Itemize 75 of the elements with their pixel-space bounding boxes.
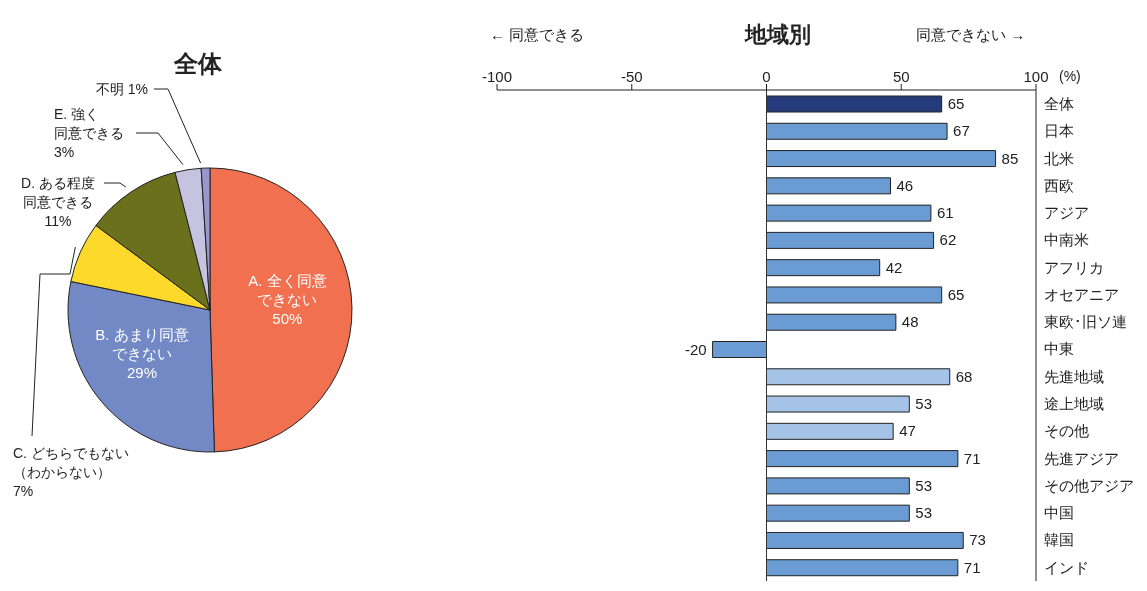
y-tick-label: 韓国 xyxy=(1044,531,1074,549)
y-tick-label: オセアニア xyxy=(1044,285,1119,303)
slice-label: 不明 1% xyxy=(95,81,148,97)
bar xyxy=(766,313,897,331)
y-tick-label: 北米 xyxy=(1044,149,1074,167)
data-label: 53 xyxy=(915,476,933,494)
data-label: 11% xyxy=(44,213,72,229)
y-tick-label: 日本 xyxy=(1044,122,1074,140)
bar xyxy=(766,477,910,495)
y-tick-label: 先進アジア xyxy=(1044,449,1119,467)
bar xyxy=(766,559,959,577)
y-tick-label: インド xyxy=(1044,558,1089,576)
bar xyxy=(766,395,910,413)
text: 同意できない → xyxy=(916,26,1026,45)
y-tick-label: 途上地域 xyxy=(1044,395,1104,413)
slice-label: C. どちらでもない（わからない） xyxy=(13,445,129,480)
bar xyxy=(766,150,997,168)
data-label: 71 xyxy=(963,558,981,576)
bar xyxy=(766,531,964,549)
slice-label: B. あまり同意できない xyxy=(95,326,189,363)
data-label: 65 xyxy=(947,95,965,112)
data-label: 48 xyxy=(901,313,919,331)
data-label: 29% xyxy=(126,364,158,382)
data-label: 53 xyxy=(915,395,933,413)
bar xyxy=(766,368,951,386)
y-tick-label: 全体 xyxy=(1044,94,1074,112)
bar xyxy=(766,259,881,277)
y-tick-label: アフリカ xyxy=(1044,258,1104,276)
bar xyxy=(766,422,894,440)
x-axis-title: (%) xyxy=(1059,68,1081,84)
y-tick-label: 中国 xyxy=(1044,504,1074,522)
data-label: 65 xyxy=(947,285,965,303)
data-label: 7% xyxy=(13,483,34,499)
bar xyxy=(766,504,910,522)
slice-label: D. ある程度同意できる xyxy=(21,175,95,210)
data-label: 50% xyxy=(272,309,303,327)
data-label: 67 xyxy=(953,122,970,140)
bar xyxy=(766,122,948,140)
data-label: 71 xyxy=(963,449,981,467)
y-tick-label: その他 xyxy=(1044,422,1089,440)
data-label: 85 xyxy=(1001,149,1019,167)
text: ← 同意できる xyxy=(490,26,585,45)
data-label: 3% xyxy=(54,144,75,160)
data-label: 46 xyxy=(896,176,914,194)
bar xyxy=(766,231,935,249)
bar xyxy=(766,286,943,304)
bar xyxy=(766,450,959,468)
data-label: 73 xyxy=(969,531,986,549)
data-label: 53 xyxy=(915,504,933,522)
data-label: 47 xyxy=(899,422,916,440)
bar xyxy=(712,341,767,358)
slice-label: E. 強く同意できる xyxy=(54,106,124,141)
x-tick-label: 0 xyxy=(762,68,771,85)
y-tick-label: その他アジア xyxy=(1044,476,1134,494)
y-tick-label: 先進地域 xyxy=(1044,367,1104,385)
y-tick-label: 東欧･旧ソ連 xyxy=(1044,313,1127,331)
y-tick-label: 西欧 xyxy=(1044,176,1074,194)
x-tick-label: -100 xyxy=(481,68,513,85)
x-tick-label: 100 xyxy=(1023,68,1049,85)
slice-label: A. 全く同意できない xyxy=(248,271,327,308)
x-tick-label: -50 xyxy=(620,68,643,85)
data-label: 42 xyxy=(885,258,903,276)
data-label: 68 xyxy=(955,367,973,385)
data-label: 62 xyxy=(939,231,957,249)
data-label: -20 xyxy=(684,340,707,358)
bar xyxy=(766,204,932,222)
y-tick-label: アジア xyxy=(1044,204,1089,222)
data-label: 61 xyxy=(936,204,954,222)
chart-title: 地域別 xyxy=(743,21,812,49)
bar xyxy=(766,177,891,195)
bar xyxy=(766,95,943,113)
chart-title: 全体 xyxy=(173,49,223,79)
y-tick-label: 中南米 xyxy=(1044,231,1089,249)
y-tick-label: 中東 xyxy=(1044,340,1074,358)
x-tick-label: 50 xyxy=(892,68,910,85)
